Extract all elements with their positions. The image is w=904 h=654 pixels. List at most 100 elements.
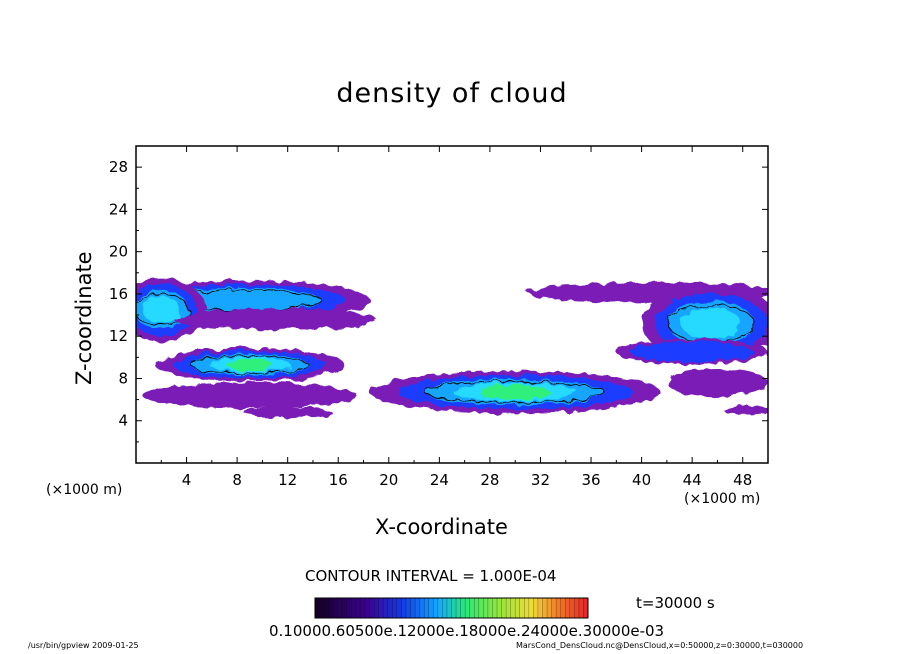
time-label: t=30000 s — [636, 594, 715, 612]
x-tick-label: 4 — [182, 471, 192, 489]
colorbar-cell — [483, 598, 489, 618]
contour-interval: CONTOUR INTERVAL = 1.000E-04 — [305, 567, 557, 585]
colorbar-cell — [456, 598, 462, 618]
colorbar-cell — [506, 598, 512, 618]
cloud-left-bottom — [243, 406, 332, 418]
colorbar-cell — [419, 598, 425, 618]
cloud-right-mid-band-1 — [630, 341, 754, 363]
x-tick-label: 16 — [329, 471, 348, 489]
cloud-right-mid — [616, 339, 768, 365]
x-tick-label: 24 — [430, 471, 449, 489]
cloud-right-bottom — [723, 404, 768, 416]
cloud-left-middle-band-4 — [227, 358, 273, 371]
colorbar-cell — [569, 598, 575, 618]
cloud-left-band-band-0 — [173, 308, 377, 330]
colorbar-cell — [465, 598, 471, 618]
y-axis-label: Z-coordinate — [72, 251, 96, 385]
colorbar-cell — [547, 598, 553, 618]
colorbar-cell — [369, 598, 375, 618]
colorbar-cell — [451, 598, 457, 618]
x-axis-label: X-coordinate — [375, 515, 508, 539]
cloud-left-edge-contour — [136, 293, 190, 327]
cloud-left-middle — [154, 347, 345, 382]
colorbar-cell — [406, 598, 412, 618]
cloud-left-edge-band-3 — [142, 296, 181, 324]
cloud-left-edge — [136, 278, 206, 342]
cloud-left-band — [173, 308, 377, 330]
colorbar-cell — [578, 598, 584, 618]
colorbar-cell — [533, 598, 539, 618]
cloud-right-bottom-band-0 — [723, 404, 768, 416]
cloud-right-lower-band-0 — [666, 368, 768, 397]
cloud-central — [369, 371, 661, 414]
x-tick-label: 20 — [379, 471, 398, 489]
colorbar-cell — [574, 598, 580, 618]
colorbar-cell — [528, 598, 534, 618]
colorbar-cell — [474, 598, 480, 618]
colorbar-cell — [442, 598, 448, 618]
y-tick-label: 12 — [109, 327, 128, 345]
cloud-central-contour — [424, 381, 606, 404]
cloud-left-bottom-band-0 — [243, 406, 332, 418]
colorbar-cell — [556, 598, 562, 618]
y-tick-label: 24 — [109, 200, 128, 218]
x-tick-label: 8 — [232, 471, 242, 489]
colorbar-cell — [469, 598, 475, 618]
colorbar-cell — [355, 598, 361, 618]
cloud-left-lower-band-0 — [142, 382, 358, 409]
colorbar-cell — [510, 598, 516, 618]
x-unit-label: (×1000 m) — [684, 491, 761, 507]
colorbar-cell — [401, 598, 407, 618]
colorbar-cell — [492, 598, 498, 618]
x-tick-label: 28 — [480, 471, 499, 489]
x-tick-label: 12 — [278, 471, 297, 489]
y-tick-label: 28 — [109, 158, 128, 176]
y-unit-label: (×1000 m) — [46, 482, 123, 498]
colorbar-cell — [319, 598, 325, 618]
x-axis: 4 8 12 16 20 24 28 32 36 40 44 48 — [160, 146, 752, 489]
colorbar-cell — [501, 598, 507, 618]
y-tick-label: 8 — [118, 369, 128, 387]
x-tick-label: 48 — [733, 471, 752, 489]
x-tick-label: 40 — [632, 471, 651, 489]
y-tick-label: 4 — [118, 412, 128, 430]
colorbar-cell — [346, 598, 352, 618]
y-axis: 4 8 12 16 20 24 28 — [109, 158, 768, 443]
colorbar-cell — [560, 598, 566, 618]
chart-title: density of cloud — [336, 78, 568, 109]
colorbar-cell — [415, 598, 421, 618]
colorbar-cell — [515, 598, 521, 618]
colorbar-cell — [433, 598, 439, 618]
colorbar-cell — [360, 598, 366, 618]
footer-right: MarsCond_DensCloud.nc@DensCloud,x=0:5000… — [516, 641, 804, 650]
x-tick-label: 32 — [531, 471, 550, 489]
colorbar-cell — [583, 598, 589, 618]
colorbar-cell — [565, 598, 571, 618]
plot-area — [136, 278, 768, 418]
colorbar-cell — [410, 598, 416, 618]
colorbar-cell — [328, 598, 334, 618]
colorbar — [314, 597, 589, 619]
colorbar-cell — [524, 598, 530, 618]
colorbar-cell — [351, 598, 357, 618]
colorbar-cell — [392, 598, 398, 618]
colorbar-cell — [446, 598, 452, 618]
x-tick-label: 36 — [581, 471, 600, 489]
colorbar-cell — [537, 598, 543, 618]
colorbar-cell — [383, 598, 389, 618]
colorbar-cell — [437, 598, 443, 618]
cloud-left-lower — [142, 382, 358, 409]
colorbar-cell — [542, 598, 548, 618]
cloud-right-lower — [666, 368, 768, 397]
colorbar-cell — [478, 598, 484, 618]
colorbar-cell — [378, 598, 384, 618]
colorbar-cell — [497, 598, 503, 618]
x-tick-label: 44 — [683, 471, 702, 489]
plot-frame — [135, 145, 769, 464]
cloud-central-band-4 — [480, 384, 551, 400]
colorbar-cell — [460, 598, 466, 618]
colorbar-cell — [374, 598, 380, 618]
colorbar-cell — [365, 598, 371, 618]
colorbar-cell — [342, 598, 348, 618]
